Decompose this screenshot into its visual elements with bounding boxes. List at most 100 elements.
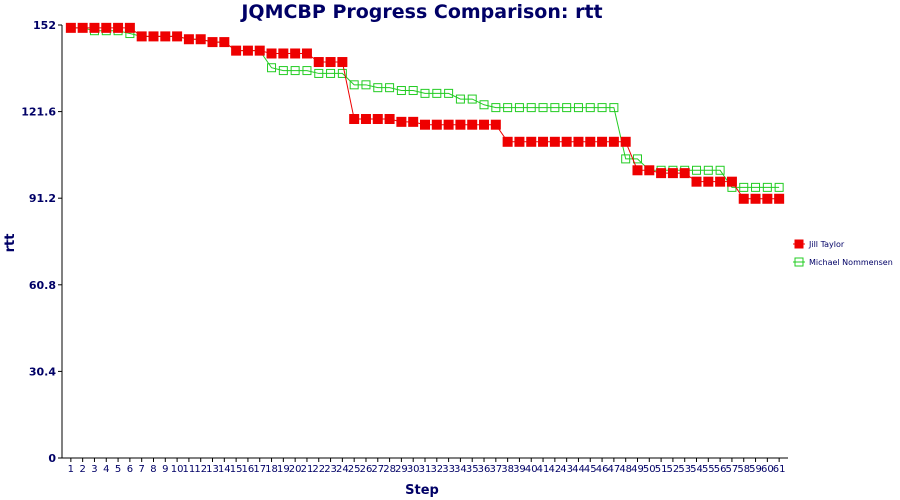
data-point xyxy=(349,114,360,125)
x-tick-label: 41 xyxy=(537,464,550,475)
data-point xyxy=(774,182,784,192)
data-point xyxy=(726,176,737,187)
data-point xyxy=(585,103,595,113)
x-tick-label: 24 xyxy=(336,464,349,475)
x-tick-label: 9 xyxy=(162,464,168,475)
x-tick-label: 42 xyxy=(548,464,561,475)
data-point xyxy=(561,136,572,147)
series-jill-taylor xyxy=(65,22,785,204)
data-point xyxy=(632,154,642,164)
chart-title: JQMCBP Progress Comparison: rtt xyxy=(239,1,602,23)
series-michael-nommensen xyxy=(66,23,784,192)
x-tick-label: 38 xyxy=(501,464,514,475)
data-point xyxy=(502,136,513,147)
data-point xyxy=(160,31,171,42)
series-line xyxy=(70,27,780,188)
x-tick-label: 26 xyxy=(360,464,373,475)
x-tick-label: 20 xyxy=(289,464,302,475)
x-tick-label: 40 xyxy=(525,464,538,475)
data-point xyxy=(267,63,277,73)
data-point xyxy=(715,176,726,187)
y-tick-label: 0 xyxy=(48,452,56,465)
data-point xyxy=(703,176,714,187)
x-tick-label: 55 xyxy=(702,464,715,475)
data-point xyxy=(703,165,713,175)
data-point xyxy=(621,154,631,164)
x-tick-label: 13 xyxy=(206,464,219,475)
data-point xyxy=(644,165,655,176)
legend-item: Jill Taylor xyxy=(793,239,845,249)
x-tick-label: 60 xyxy=(761,464,774,475)
data-point xyxy=(408,86,418,96)
data-point xyxy=(266,48,277,59)
series-layer xyxy=(65,22,785,204)
data-point xyxy=(738,193,749,204)
data-point xyxy=(467,94,477,104)
data-point xyxy=(373,83,383,93)
x-tick-label: 27 xyxy=(371,464,384,475)
data-point xyxy=(408,116,419,127)
plot-frame xyxy=(61,25,788,459)
data-point xyxy=(372,114,383,125)
data-point xyxy=(420,119,430,130)
x-tick-label: 54 xyxy=(690,464,703,475)
data-point xyxy=(526,103,536,113)
data-point xyxy=(195,34,206,45)
data-point xyxy=(89,22,100,33)
data-point xyxy=(385,83,395,93)
x-tick-label: 19 xyxy=(277,464,290,475)
x-tick-label: 25 xyxy=(348,464,361,475)
data-point xyxy=(290,48,301,59)
data-point xyxy=(679,168,690,179)
x-tick-label: 11 xyxy=(183,464,196,475)
data-point xyxy=(514,136,525,147)
data-point xyxy=(384,114,395,125)
data-point xyxy=(715,165,725,175)
x-tick-label: 5 xyxy=(115,464,121,475)
data-point xyxy=(514,103,524,113)
data-point xyxy=(585,136,596,147)
data-point xyxy=(490,119,501,130)
data-point xyxy=(337,68,347,78)
x-tick-label: 2 xyxy=(79,464,85,475)
data-point xyxy=(656,168,667,179)
data-point xyxy=(278,66,288,76)
data-point xyxy=(360,114,371,125)
data-point xyxy=(762,182,772,192)
x-tick-label: 18 xyxy=(265,464,278,475)
x-tick-label: 28 xyxy=(383,464,396,475)
data-point xyxy=(278,48,289,59)
x-tick-label: 4 xyxy=(103,464,109,475)
data-point xyxy=(302,66,312,76)
x-tick-label: 34 xyxy=(454,464,467,475)
data-point xyxy=(620,136,631,147)
x-tick-label: 8 xyxy=(150,464,156,475)
legend-label: Jill Taylor xyxy=(808,240,845,249)
data-point xyxy=(692,165,702,175)
data-point xyxy=(172,31,183,42)
data-point xyxy=(774,193,785,204)
data-point xyxy=(242,45,253,56)
y-tick-label: 30.4 xyxy=(29,365,56,378)
data-point xyxy=(314,68,324,78)
data-point xyxy=(337,57,348,68)
x-tick-label: 12 xyxy=(194,464,207,475)
x-tick-label: 23 xyxy=(324,464,337,475)
x-tick-label: 56 xyxy=(714,464,727,475)
data-point xyxy=(538,103,548,113)
data-point xyxy=(349,80,359,90)
x-tick-label: 48 xyxy=(619,464,632,475)
data-point xyxy=(301,48,312,59)
data-point xyxy=(254,45,265,56)
x-axis-title: Step xyxy=(405,483,439,498)
data-point xyxy=(432,88,442,98)
data-point xyxy=(326,68,336,78)
data-point xyxy=(751,182,761,192)
data-point xyxy=(207,37,218,48)
data-point xyxy=(608,136,619,147)
x-tick-label: 1 xyxy=(68,464,74,475)
data-point xyxy=(136,31,147,42)
x-tick-label: 21 xyxy=(301,464,314,475)
x-tick-label: 15 xyxy=(230,464,243,475)
x-tick-label: 3 xyxy=(91,464,97,475)
